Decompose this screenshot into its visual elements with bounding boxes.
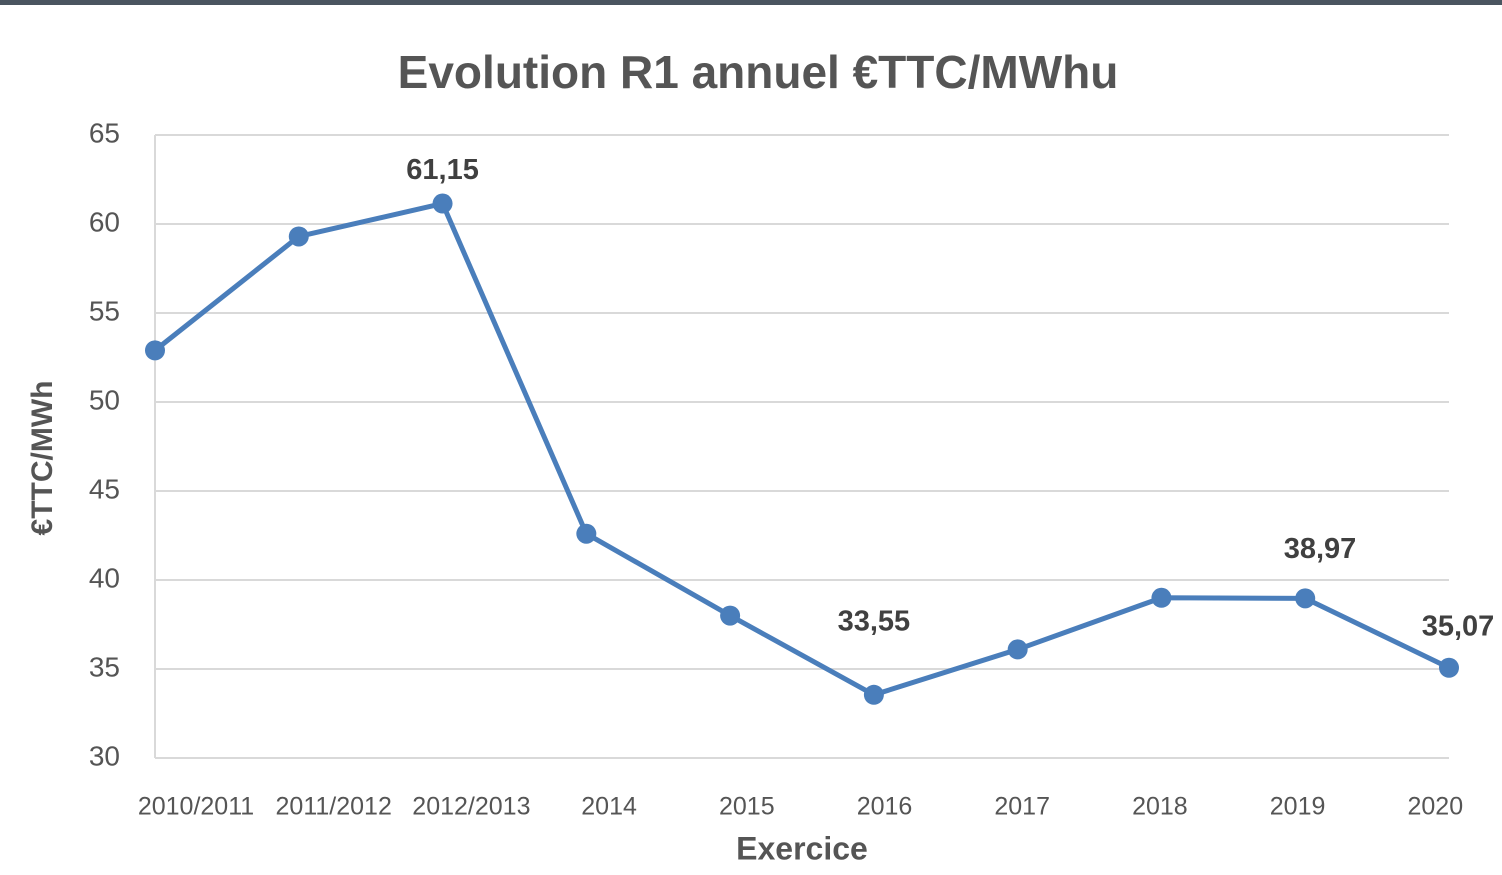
x-tick-label: 2010/2011: [138, 793, 254, 821]
point: [432, 193, 453, 214]
y-axis-label: €TTC/MWh: [26, 381, 59, 536]
x-tick-label: 2012/2013: [412, 793, 530, 821]
point: [1151, 587, 1172, 608]
data-label: 38,97: [1284, 533, 1357, 565]
y-tick-label: 45: [89, 473, 120, 504]
point: [1295, 588, 1316, 609]
y-tick-label: 50: [89, 384, 120, 415]
y-tick-label: 35: [89, 651, 120, 682]
x-tick-label: 2014: [581, 793, 637, 821]
data-label: 35,07: [1422, 610, 1495, 642]
point: [863, 684, 884, 705]
y-tick-label: 65: [89, 117, 120, 148]
x-tick-label: 2019: [1270, 793, 1326, 821]
point: [1439, 657, 1459, 678]
chart-title: Evolution R1 annuel €TTC/MWhu: [398, 46, 1119, 98]
data-label: 61,15: [406, 154, 479, 186]
x-tick-label: 2020: [1407, 793, 1463, 821]
top-border: [0, 0, 1502, 5]
x-tick-label: 2018: [1132, 793, 1188, 821]
x-tick-label: 2015: [719, 793, 775, 821]
point: [576, 523, 597, 544]
x-tick-label: 2011/2012: [276, 793, 392, 821]
data-label: 33,55: [838, 605, 911, 637]
line: [153, 201, 1451, 698]
point: [1007, 639, 1028, 660]
point: [145, 340, 165, 361]
x-tick-label: 2016: [857, 793, 913, 821]
point: [288, 226, 309, 247]
y-tick-label: 30: [89, 740, 120, 771]
y-tick-label: 55: [89, 295, 120, 326]
point: [720, 605, 741, 626]
x-axis-label: Exercice: [736, 830, 868, 866]
x-tick-label: 2017: [994, 793, 1050, 821]
y-tick-label: 60: [89, 206, 120, 237]
y-tick-label: 40: [89, 562, 120, 593]
